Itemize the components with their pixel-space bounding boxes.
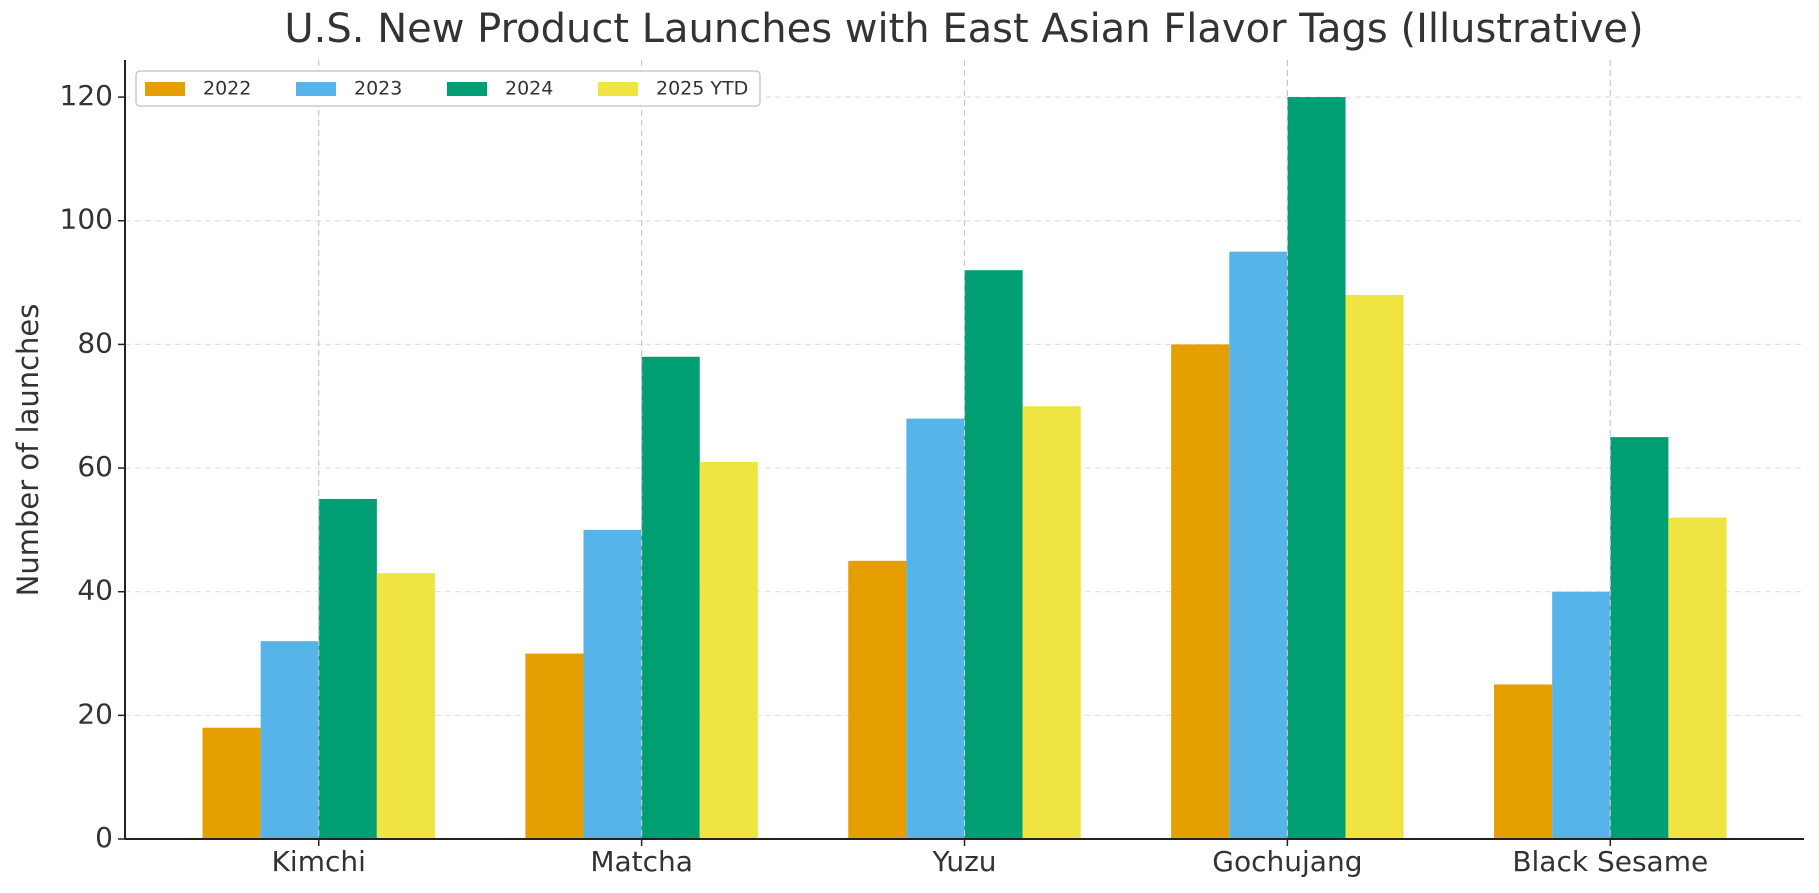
y-axis-label: Number of launches <box>11 304 45 597</box>
legend-label: 2023 <box>354 78 402 100</box>
x-tick-label: Matcha <box>590 845 693 878</box>
legend-label: 2022 <box>203 78 251 100</box>
x-tick-label: Yuzu <box>931 845 996 878</box>
bar <box>202 727 261 839</box>
bar <box>1610 437 1669 839</box>
y-tick-label: 120 <box>60 79 113 112</box>
bar <box>1345 294 1404 839</box>
x-tick-label: Gochujang <box>1212 845 1362 878</box>
legend-swatch <box>145 82 185 96</box>
bar <box>1552 591 1611 839</box>
legend-label: 2024 <box>505 78 553 100</box>
bar <box>848 560 907 839</box>
bar <box>699 461 758 839</box>
bar <box>583 529 642 839</box>
bar <box>641 356 700 839</box>
bar <box>260 641 319 839</box>
x-tick-label: Black Sesame <box>1512 845 1708 878</box>
x-tick-label: Kimchi <box>272 845 366 878</box>
bar <box>906 418 965 839</box>
y-tick-label: 0 <box>95 821 113 854</box>
bar <box>1287 97 1346 840</box>
chart-title: U.S. New Product Launches with East Asia… <box>284 6 1643 52</box>
bar <box>1171 344 1230 839</box>
bar <box>1022 406 1081 839</box>
bar <box>318 498 377 839</box>
legend-swatch <box>447 82 487 96</box>
bar <box>525 653 584 839</box>
y-tick-label: 100 <box>60 203 113 236</box>
legend-swatch <box>296 82 336 96</box>
bar <box>1229 251 1288 839</box>
bar <box>964 270 1023 839</box>
y-tick-label: 80 <box>77 326 113 359</box>
bar <box>376 573 435 839</box>
legend-swatch <box>598 82 638 96</box>
legend-label: 2025 YTD <box>656 78 748 100</box>
y-tick-label: 60 <box>77 450 113 483</box>
y-tick-label: 20 <box>77 697 113 730</box>
bar <box>1494 684 1553 839</box>
y-tick-label: 40 <box>77 574 113 607</box>
bar <box>1668 517 1727 839</box>
